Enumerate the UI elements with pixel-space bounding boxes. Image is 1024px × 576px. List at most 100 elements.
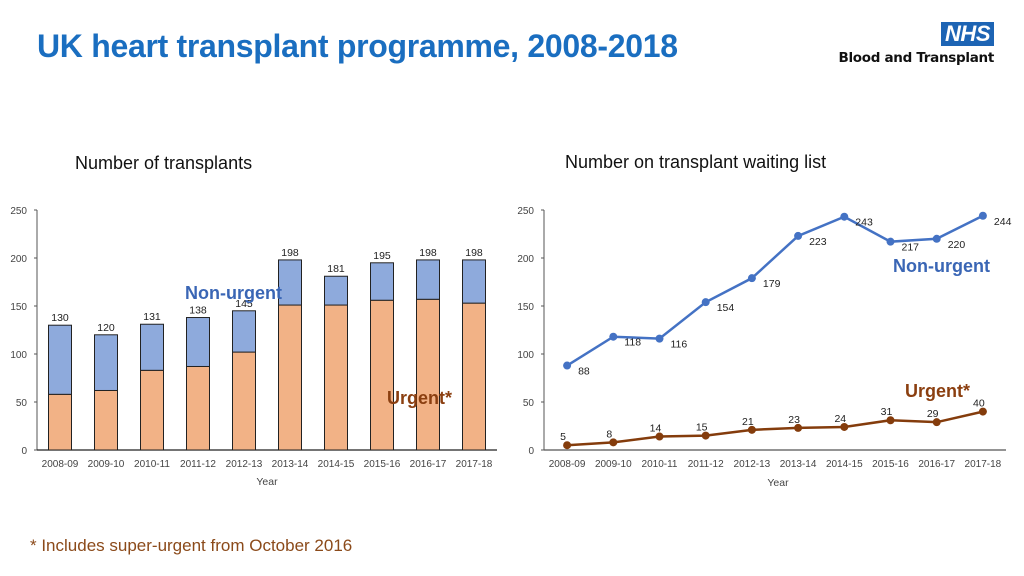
bar-x-tick-label: 2012-13 bbox=[226, 459, 263, 470]
line-y-tick-label: 100 bbox=[517, 350, 534, 361]
bar-total-label: 130 bbox=[51, 312, 69, 324]
bar-total-label: 145 bbox=[235, 298, 253, 310]
bar-x-tick-label: 2008-09 bbox=[42, 459, 79, 470]
bar-x-tick-label: 2013-14 bbox=[272, 459, 309, 470]
line-label-non-urgent: 243 bbox=[855, 217, 873, 229]
line-label-urgent: 21 bbox=[742, 416, 754, 428]
line-point-non-urgent bbox=[794, 231, 803, 240]
line-point-urgent bbox=[794, 423, 803, 432]
line-point-urgent bbox=[609, 438, 618, 447]
bar-x-tick-label: 2009-10 bbox=[88, 459, 125, 470]
line-point-non-urgent bbox=[978, 211, 987, 220]
bar-y-tick-label: 50 bbox=[16, 398, 28, 409]
transplants-chart-title: Number of transplants bbox=[75, 153, 253, 173]
line-annotation-urgent: Urgent* bbox=[905, 381, 970, 401]
line-x-tick-label: 2015-16 bbox=[872, 459, 909, 470]
bar-non-urgent bbox=[94, 334, 118, 391]
bar-x-tick-label: 2016-17 bbox=[410, 459, 447, 470]
line-x-tick-label: 2016-17 bbox=[918, 459, 955, 470]
line-label-non-urgent: 116 bbox=[671, 339, 688, 351]
line-annotation-non-urgent: Non-urgent bbox=[893, 256, 990, 276]
line-label-urgent: 23 bbox=[788, 414, 800, 426]
line-x-axis-title: Year bbox=[767, 477, 789, 489]
bar-x-tick-label: 2014-15 bbox=[318, 459, 355, 470]
bar-y-tick-label: 0 bbox=[21, 446, 27, 457]
line-x-tick-label: 2013-14 bbox=[780, 459, 817, 470]
bar-urgent bbox=[48, 393, 72, 451]
bar-non-urgent bbox=[140, 323, 164, 371]
bar-x-axis-title: Year bbox=[256, 476, 278, 488]
bar-x-tick-label: 2010-11 bbox=[134, 459, 170, 470]
line-label-non-urgent: 223 bbox=[809, 236, 827, 248]
bar-urgent bbox=[140, 369, 164, 451]
line-label-urgent: 29 bbox=[927, 408, 939, 420]
line-label-urgent: 40 bbox=[973, 398, 985, 410]
bar-total-label: 198 bbox=[465, 247, 483, 259]
line-y-tick-label: 200 bbox=[517, 254, 534, 265]
page-title: UK heart transplant programme, 2008-2018 bbox=[37, 28, 678, 64]
bar-total-label: 198 bbox=[419, 247, 437, 259]
line-point-non-urgent bbox=[747, 274, 756, 283]
line-point-urgent bbox=[563, 441, 572, 450]
line-point-urgent bbox=[701, 431, 710, 440]
line-point-non-urgent bbox=[655, 334, 664, 343]
line-point-non-urgent bbox=[840, 212, 849, 221]
bar-urgent bbox=[462, 302, 486, 451]
line-point-urgent bbox=[978, 407, 987, 416]
line-y-tick-label: 150 bbox=[517, 302, 534, 313]
line-label-non-urgent: 179 bbox=[763, 278, 781, 290]
line-label-non-urgent: 88 bbox=[578, 366, 590, 378]
line-point-non-urgent bbox=[609, 332, 618, 341]
bar-x-tick-label: 2017-18 bbox=[456, 459, 493, 470]
line-label-non-urgent: 217 bbox=[902, 242, 920, 254]
line-x-tick-label: 2008-09 bbox=[549, 459, 586, 470]
bar-urgent bbox=[186, 365, 210, 451]
bar-urgent bbox=[416, 298, 440, 451]
line-point-urgent bbox=[840, 422, 849, 431]
line-x-tick-label: 2009-10 bbox=[595, 459, 632, 470]
bar-non-urgent bbox=[324, 275, 348, 306]
bar-annotation-urgent: Urgent* bbox=[387, 388, 452, 408]
line-point-non-urgent bbox=[701, 298, 710, 307]
line-x-tick-label: 2010-11 bbox=[642, 459, 678, 470]
bar-annotation-non-urgent: Non-urgent bbox=[185, 283, 282, 303]
line-label-urgent: 24 bbox=[834, 413, 846, 425]
bar-total-label: 198 bbox=[281, 247, 299, 259]
bar-x-tick-label: 2015-16 bbox=[364, 459, 401, 470]
line-point-non-urgent bbox=[932, 234, 941, 243]
line-label-urgent: 14 bbox=[650, 423, 662, 435]
bar-non-urgent bbox=[462, 259, 486, 304]
line-y-tick-label: 0 bbox=[528, 446, 534, 457]
footnote: * Includes super-urgent from October 201… bbox=[30, 536, 353, 555]
waiting-list-chart-title: Number on transplant waiting list bbox=[565, 152, 827, 172]
bar-non-urgent bbox=[370, 262, 394, 301]
line-x-tick-label: 2012-13 bbox=[734, 459, 771, 470]
line-label-urgent: 31 bbox=[881, 406, 893, 418]
nhs-logo-text: Blood and Transplant bbox=[838, 50, 994, 66]
line-label-urgent: 15 bbox=[696, 422, 708, 434]
line-x-tick-label: 2017-18 bbox=[965, 459, 1002, 470]
bar-total-label: 181 bbox=[327, 263, 345, 275]
nhs-badge: NHS bbox=[941, 22, 994, 46]
bar-urgent bbox=[232, 351, 256, 451]
line-series-non-urgent bbox=[566, 214, 984, 367]
bar-non-urgent bbox=[278, 259, 302, 306]
bar-urgent bbox=[278, 304, 302, 451]
line-label-non-urgent: 220 bbox=[948, 239, 966, 251]
line-label-non-urgent: 154 bbox=[717, 302, 735, 314]
bar-y-tick-label: 200 bbox=[10, 254, 27, 265]
bar-y-tick-label: 250 bbox=[10, 206, 27, 217]
line-y-tick-label: 50 bbox=[523, 398, 535, 409]
bar-x-tick-label: 2011-12 bbox=[180, 459, 216, 470]
bar-non-urgent bbox=[186, 317, 210, 367]
line-x-tick-label: 2014-15 bbox=[826, 459, 863, 470]
line-point-urgent bbox=[655, 432, 664, 441]
line-label-non-urgent: 244 bbox=[994, 216, 1012, 228]
bar-non-urgent bbox=[48, 324, 72, 395]
bar-total-label: 195 bbox=[373, 250, 391, 262]
bar-urgent bbox=[324, 304, 348, 451]
bar-total-label: 138 bbox=[189, 305, 207, 317]
bar-non-urgent bbox=[416, 259, 440, 300]
line-x-tick-label: 2011-12 bbox=[688, 459, 724, 470]
